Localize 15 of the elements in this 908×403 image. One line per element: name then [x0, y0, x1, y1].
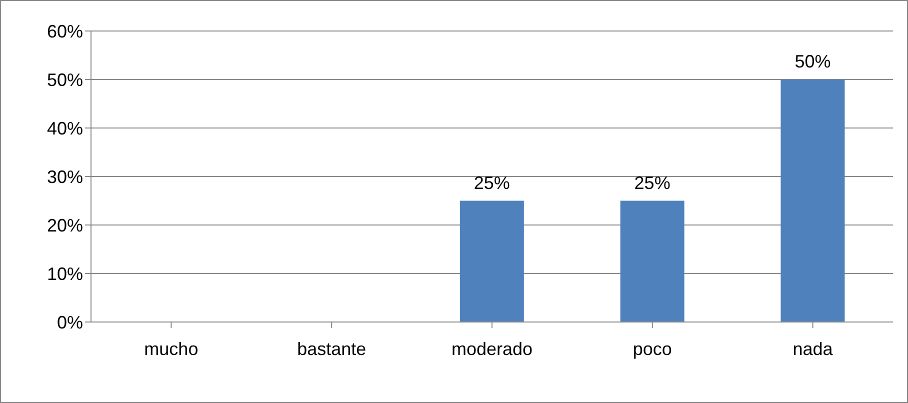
y-tick-label: 0% [56, 312, 83, 332]
y-tick-label: 40% [46, 118, 83, 138]
y-tick-label: 50% [46, 70, 83, 90]
y-tick-label: 20% [46, 215, 83, 236]
y-tick-label: 30% [46, 166, 83, 187]
data-label: 25% [634, 172, 670, 193]
x-tick-label: mucho [144, 338, 198, 359]
x-tick-label: moderado [451, 338, 533, 359]
data-label: 25% [474, 172, 510, 193]
x-tick-label: poco [632, 338, 672, 359]
x-tick-label: nada [792, 338, 834, 359]
y-tick-label: 60% [46, 21, 83, 42]
x-tick-label: bastante [297, 338, 366, 359]
data-label: 50% [794, 52, 831, 72]
y-tick-label: 10% [46, 264, 83, 284]
